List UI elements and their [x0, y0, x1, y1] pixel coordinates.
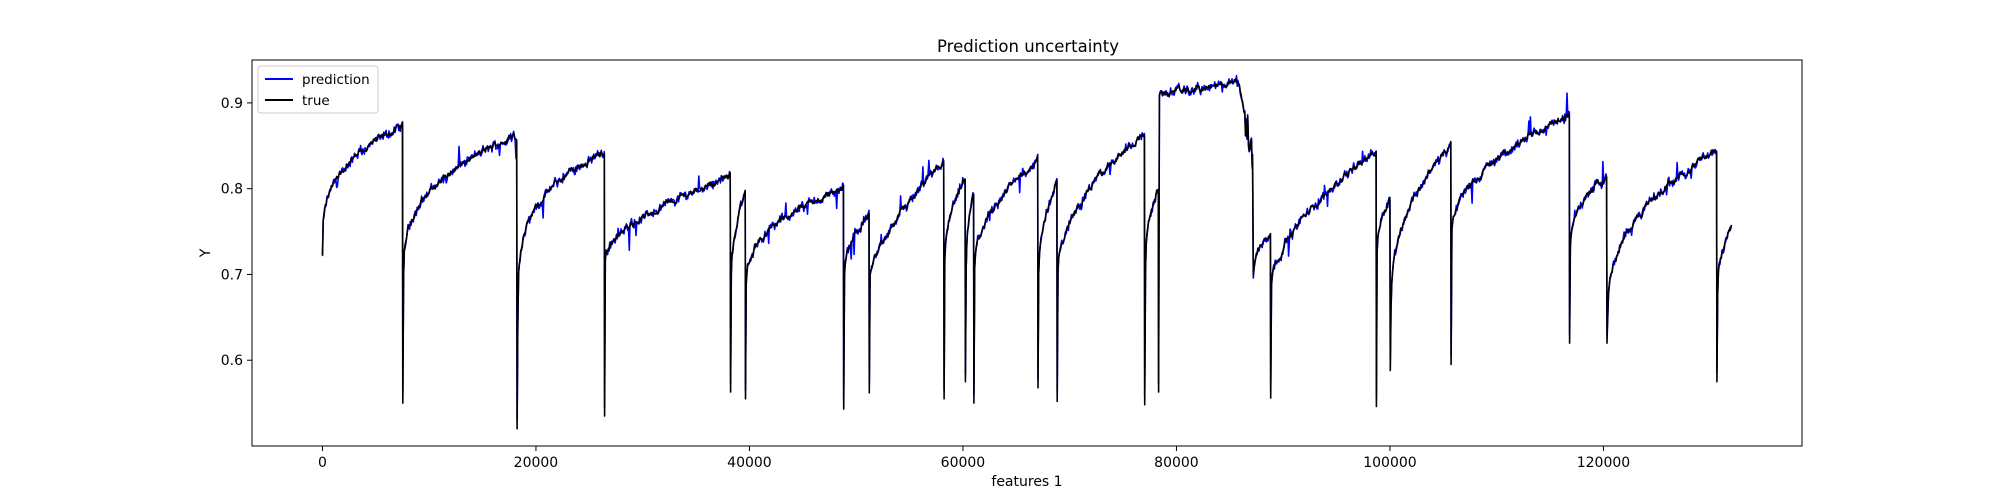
legend-label-prediction: prediction: [302, 72, 370, 88]
y-tick-label: 0.9: [221, 96, 243, 112]
y-axis-label: Y: [198, 248, 214, 258]
x-tick-label: 80000: [1154, 455, 1199, 471]
x-tick-label: 0: [318, 455, 327, 471]
y-tick-label: 0.6: [221, 353, 243, 369]
x-tick-label: 20000: [514, 455, 559, 471]
y-tick-label: 0.7: [221, 267, 243, 283]
legend: prediction true: [257, 65, 379, 114]
x-tick-label: 40000: [727, 455, 772, 471]
x-axis-ticks: 0 20000 40000 60000 80000 100000 120000: [318, 446, 1630, 471]
plot-lines: [321, 74, 1733, 430]
series-line-true: [321, 78, 1733, 430]
plot-frame: [251, 59, 1803, 447]
y-tick-label: 0.8: [221, 182, 243, 198]
x-tick-label: 100000: [1363, 455, 1416, 471]
x-tick-label: 120000: [1577, 455, 1630, 471]
x-axis-label: features 1: [991, 474, 1062, 490]
legend-label-true: true: [302, 93, 330, 109]
legend-frame: [257, 65, 379, 114]
y-axis-ticks: 0.6 0.7 0.8 0.9: [221, 96, 252, 369]
chart-title: Prediction uncertainty: [937, 37, 1119, 56]
x-tick-label: 60000: [941, 455, 986, 471]
